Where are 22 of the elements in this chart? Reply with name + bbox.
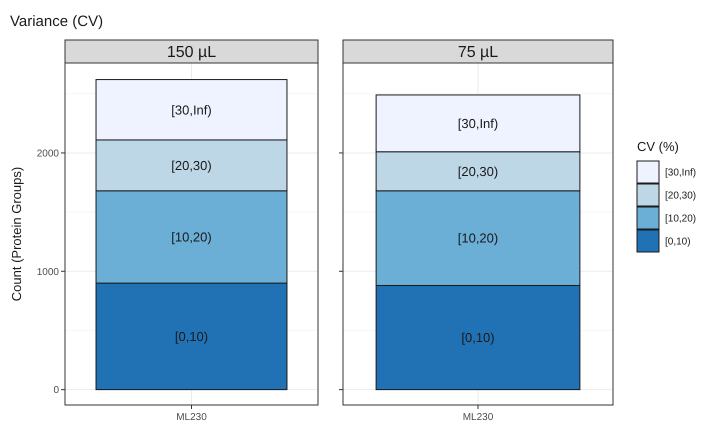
legend-label: [0,10)	[665, 236, 691, 248]
chart-title: Variance (CV)	[10, 13, 104, 30]
y-tick-label: 1000	[36, 266, 60, 278]
series-label: [10,20)	[171, 230, 212, 245]
chart-subtitle: 75 µL	[458, 44, 498, 62]
y-tick-label: 0	[53, 385, 60, 396]
x-tick-label: ML230	[462, 412, 494, 423]
series-label: [20,30)	[171, 158, 212, 173]
series-label: [0,10)	[174, 328, 208, 344]
legend-label: [10,20)	[665, 214, 696, 224]
legend-label: [20,30)	[665, 190, 696, 202]
chart-subtitle: 150 µL	[166, 44, 216, 62]
text: [30,Inf)	[458, 116, 498, 131]
y-axis-title: Count (Protein Groups)	[9, 166, 24, 302]
legend-title: CV (%)	[637, 139, 679, 154]
text: [10,20)	[458, 230, 498, 246]
text: [0,10)	[461, 330, 495, 346]
series-label: [30,Inf)	[171, 102, 212, 118]
x-tick-label: ML230	[176, 412, 208, 423]
text: [20,30)	[458, 164, 498, 179]
y-tick-label: 2000	[36, 148, 60, 160]
legend-label: [30,Inf)	[665, 168, 696, 178]
